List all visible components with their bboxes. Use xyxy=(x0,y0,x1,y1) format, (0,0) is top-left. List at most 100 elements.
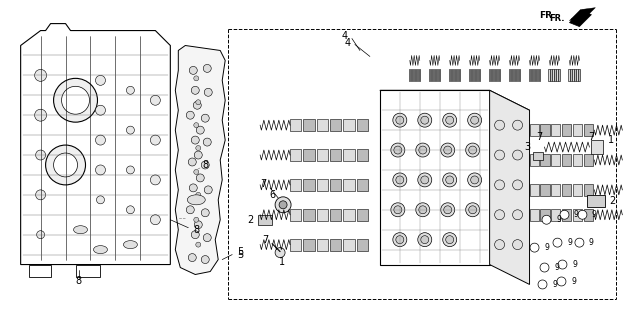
Bar xyxy=(551,69,552,81)
Bar xyxy=(551,124,560,136)
Bar xyxy=(258,215,272,225)
Text: 9: 9 xyxy=(554,263,559,272)
Circle shape xyxy=(197,126,204,134)
Circle shape xyxy=(418,173,432,187)
Text: FR.: FR. xyxy=(539,11,555,20)
Bar xyxy=(576,69,578,81)
Bar xyxy=(562,184,571,196)
Bar xyxy=(490,69,492,81)
Circle shape xyxy=(560,210,569,219)
Circle shape xyxy=(196,100,201,105)
Bar xyxy=(343,179,355,191)
Bar xyxy=(317,149,328,161)
Circle shape xyxy=(393,173,407,187)
Text: 7: 7 xyxy=(262,235,268,245)
Circle shape xyxy=(53,153,78,177)
Bar xyxy=(459,69,460,81)
Bar xyxy=(562,209,571,221)
Bar xyxy=(317,239,328,251)
Bar xyxy=(584,184,593,196)
Bar xyxy=(429,69,431,81)
Text: 8: 8 xyxy=(76,276,81,286)
Circle shape xyxy=(466,143,480,157)
Bar xyxy=(330,119,342,131)
Text: 6: 6 xyxy=(269,190,275,200)
Circle shape xyxy=(396,116,404,124)
Circle shape xyxy=(188,253,197,261)
Bar xyxy=(303,179,315,191)
Circle shape xyxy=(542,215,551,224)
Bar xyxy=(511,69,512,81)
Polygon shape xyxy=(176,45,225,275)
Text: 2: 2 xyxy=(609,196,616,206)
Bar xyxy=(541,124,550,136)
Circle shape xyxy=(444,206,452,214)
Circle shape xyxy=(444,146,452,154)
Text: 7: 7 xyxy=(588,132,595,142)
Circle shape xyxy=(495,240,504,250)
Polygon shape xyxy=(20,24,170,265)
Circle shape xyxy=(150,175,160,185)
Circle shape xyxy=(201,256,209,264)
Ellipse shape xyxy=(187,195,205,205)
Circle shape xyxy=(421,176,429,184)
Circle shape xyxy=(396,176,404,184)
Circle shape xyxy=(95,105,106,115)
Bar xyxy=(555,69,556,81)
Circle shape xyxy=(421,236,429,244)
Circle shape xyxy=(37,231,45,239)
Bar xyxy=(495,69,496,81)
Circle shape xyxy=(469,206,476,214)
Circle shape xyxy=(530,243,539,252)
Bar xyxy=(413,69,415,81)
Bar xyxy=(548,69,550,81)
Text: FR.: FR. xyxy=(549,14,565,23)
Text: 1: 1 xyxy=(608,135,614,145)
Circle shape xyxy=(443,113,457,127)
Polygon shape xyxy=(490,90,530,284)
Circle shape xyxy=(186,206,194,214)
Bar xyxy=(584,209,593,221)
Circle shape xyxy=(150,135,160,145)
Circle shape xyxy=(53,78,97,122)
Circle shape xyxy=(513,150,523,160)
Bar xyxy=(572,69,574,81)
Bar xyxy=(584,154,593,166)
Polygon shape xyxy=(29,265,51,277)
Bar xyxy=(530,154,539,166)
Bar xyxy=(534,69,536,81)
Bar xyxy=(343,119,355,131)
Bar xyxy=(469,69,471,81)
Polygon shape xyxy=(569,8,595,20)
Bar xyxy=(330,209,342,221)
Bar xyxy=(357,209,368,221)
Bar xyxy=(556,69,558,81)
Bar xyxy=(513,69,515,81)
Circle shape xyxy=(193,101,201,109)
Bar xyxy=(573,124,582,136)
Ellipse shape xyxy=(123,241,137,249)
Circle shape xyxy=(495,120,504,130)
Circle shape xyxy=(194,151,202,159)
Bar xyxy=(553,69,554,81)
Bar xyxy=(473,69,474,81)
Bar xyxy=(411,69,413,81)
Circle shape xyxy=(418,113,432,127)
Bar xyxy=(303,209,315,221)
Text: 9: 9 xyxy=(567,238,572,247)
Bar xyxy=(518,69,520,81)
Bar xyxy=(357,239,368,251)
Bar xyxy=(541,154,550,166)
Polygon shape xyxy=(569,11,591,27)
Text: 9: 9 xyxy=(589,238,594,247)
Circle shape xyxy=(196,242,201,247)
Circle shape xyxy=(466,203,480,217)
Circle shape xyxy=(196,192,201,197)
Polygon shape xyxy=(76,265,100,277)
Bar xyxy=(530,184,539,196)
Circle shape xyxy=(495,150,504,160)
Bar xyxy=(290,149,301,161)
Circle shape xyxy=(513,120,523,130)
Circle shape xyxy=(46,145,85,185)
Bar xyxy=(515,69,516,81)
